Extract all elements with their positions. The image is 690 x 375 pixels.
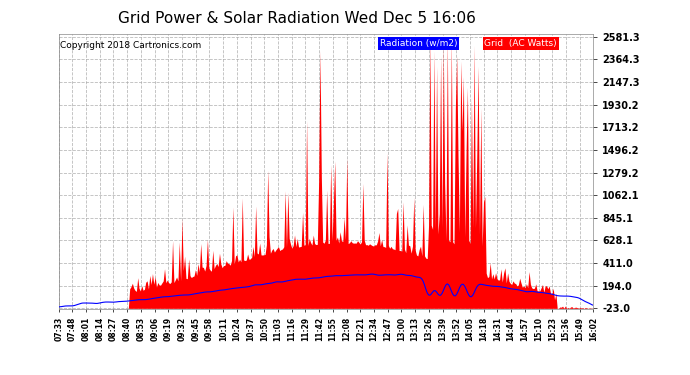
Text: Radiation (w/m2): Radiation (w/m2) bbox=[380, 39, 457, 48]
Text: Grid  (AC Watts): Grid (AC Watts) bbox=[484, 39, 557, 48]
Text: Grid Power & Solar Radiation Wed Dec 5 16:06: Grid Power & Solar Radiation Wed Dec 5 1… bbox=[118, 11, 475, 26]
Text: Copyright 2018 Cartronics.com: Copyright 2018 Cartronics.com bbox=[60, 40, 201, 50]
